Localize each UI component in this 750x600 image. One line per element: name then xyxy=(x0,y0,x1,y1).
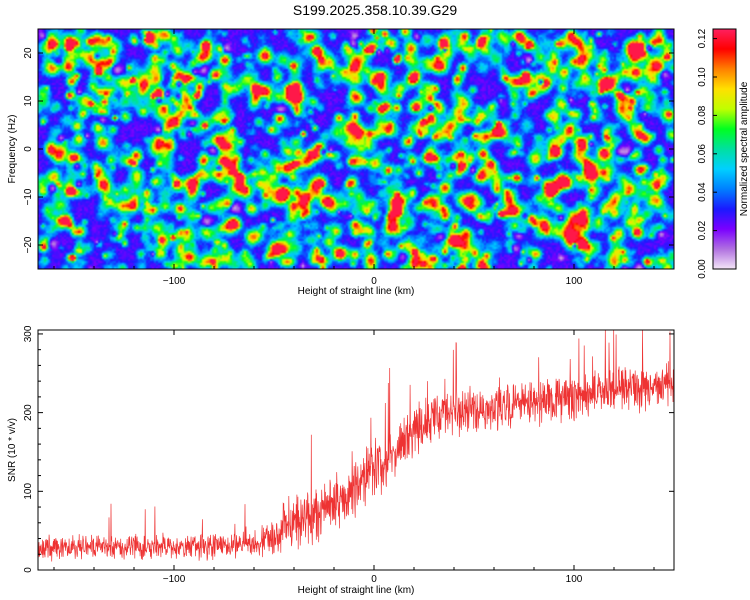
colorbar-tick-label: 0.00 xyxy=(697,259,708,279)
spectrogram-ylabel: Frequency (Hz) xyxy=(7,115,18,184)
spectrogram-ytick-label: 0 xyxy=(23,146,34,152)
snr-ylabel: SNR (10 * v/v) xyxy=(7,418,18,482)
snr-ytick-label: 100 xyxy=(23,483,34,500)
snr-ytick-label: 300 xyxy=(23,325,34,342)
colorbar-tick-label: 0.08 xyxy=(697,105,708,125)
colorbar-tick-label: 0.02 xyxy=(697,220,708,240)
figure-title: S199.2025.358.10.39.G29 xyxy=(292,2,458,18)
spectrogram-xtick-label: 100 xyxy=(566,276,583,287)
spectrogram-ytick-label: −20 xyxy=(23,236,34,253)
spectrogram-ytick-label: 10 xyxy=(23,95,34,107)
spectrogram-ytick-label: 20 xyxy=(23,47,34,59)
snr-xtick-label: 100 xyxy=(566,574,583,585)
colorbar-tick-label: 0.10 xyxy=(697,67,708,87)
snr-frame xyxy=(37,329,675,571)
snr-xtick-label: −100 xyxy=(163,574,186,585)
colorbar-tick-label: 0.12 xyxy=(697,28,708,48)
spectrogram-ytick-label: −10 xyxy=(23,188,34,205)
colorbar xyxy=(712,28,737,270)
snr-ytick-label: 200 xyxy=(23,404,34,421)
snr-ytick-label: 0 xyxy=(23,567,34,573)
colorbar-tick-label: 0.06 xyxy=(697,144,708,164)
colorbar-label: Normalized spectral amplitude xyxy=(739,81,750,216)
snr-series-line xyxy=(37,329,675,562)
spectrogram-xlabel: Height of straight line (km) xyxy=(298,286,415,297)
spectrogram-heatmap xyxy=(38,29,674,269)
spectrogram-xtick-label: −100 xyxy=(163,276,186,287)
snr-xtick-label: 0 xyxy=(371,574,377,585)
colorbar-tick-label: 0.04 xyxy=(697,182,708,202)
snr-xlabel: Height of straight line (km) xyxy=(298,585,415,596)
spectrogram-xtick-label: 0 xyxy=(371,276,377,287)
